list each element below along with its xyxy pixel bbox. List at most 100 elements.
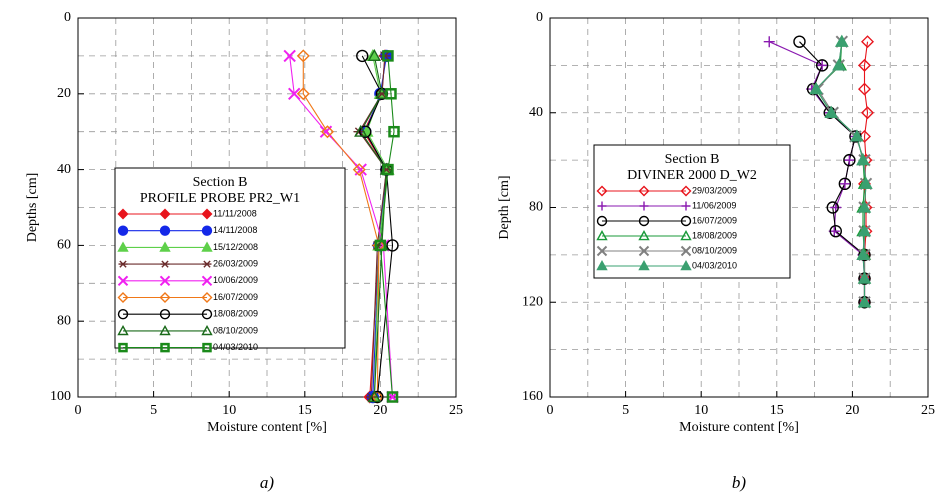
marker <box>858 82 871 96</box>
marker <box>850 129 864 142</box>
legend-label: 04/03/2010 <box>213 342 258 352</box>
x-tick-label: 0 <box>75 403 82 418</box>
marker <box>375 86 389 99</box>
marker <box>857 271 872 284</box>
legend-title: Section B <box>193 175 248 190</box>
marker <box>596 215 608 227</box>
y-tick-label: 100 <box>50 389 71 404</box>
legend-box <box>593 144 791 279</box>
marker <box>382 50 394 62</box>
marker <box>823 106 836 119</box>
marker <box>849 130 862 143</box>
marker <box>159 309 171 320</box>
y-axis-title: Depths [cm] <box>25 173 40 243</box>
marker <box>857 200 872 213</box>
plot-frame <box>77 17 457 398</box>
y-tick-label: 40 <box>529 105 543 120</box>
marker <box>681 201 691 211</box>
plot-frame <box>549 17 929 398</box>
y-tick-label: 120 <box>522 294 543 309</box>
series-line <box>361 55 394 398</box>
legend-label: 16/07/2009 <box>213 292 258 302</box>
marker <box>159 241 171 252</box>
marker <box>386 391 399 403</box>
y-tick-label: 0 <box>64 10 71 25</box>
series-line <box>816 41 867 303</box>
legend-label: 15/12/2008 <box>213 242 258 252</box>
marker <box>159 225 171 236</box>
marker <box>296 87 310 101</box>
marker <box>832 58 846 71</box>
marker <box>680 215 692 227</box>
marker <box>793 35 806 48</box>
marker <box>839 178 851 190</box>
marker <box>596 260 608 271</box>
marker <box>843 154 855 166</box>
x-tick-label: 0 <box>547 403 554 418</box>
legend-label: 16/07/2009 <box>692 215 737 225</box>
marker <box>857 295 872 308</box>
marker <box>597 201 607 211</box>
marker <box>680 230 692 241</box>
marker <box>201 225 213 236</box>
marker <box>367 48 382 61</box>
marker <box>367 390 382 403</box>
marker <box>382 163 394 176</box>
marker <box>160 342 170 353</box>
legend-label: 18/08/2009 <box>692 230 737 240</box>
legend-label: 10/06/2009 <box>213 275 258 285</box>
legend-label: 29/03/2009 <box>692 185 737 195</box>
marker <box>352 163 366 177</box>
marker <box>856 153 870 166</box>
marker <box>320 125 334 139</box>
marker <box>356 49 369 63</box>
legend-label: 04/03/2010 <box>692 260 737 270</box>
legend-label: 08/10/2009 <box>213 325 258 335</box>
marker <box>385 88 397 100</box>
legend-title: DIVINER 2000 D_W2 <box>627 168 757 183</box>
x-tick-label: 10 <box>694 403 708 418</box>
series-line <box>799 41 866 303</box>
legend-label: 18/08/2009 <box>213 309 258 319</box>
marker <box>763 36 775 48</box>
x-tick-label: 5 <box>622 403 629 418</box>
x-axis-title: Moisture content [%] <box>679 420 799 435</box>
marker <box>159 324 171 336</box>
x-tick-label: 10 <box>222 403 236 418</box>
marker <box>374 239 387 252</box>
marker <box>638 260 650 271</box>
marker <box>117 309 129 320</box>
marker <box>296 49 310 63</box>
marker <box>201 275 213 287</box>
marker <box>118 260 128 268</box>
caption: a) <box>260 473 275 492</box>
marker <box>354 124 368 137</box>
marker <box>118 342 128 353</box>
series-line <box>379 55 395 398</box>
marker <box>388 125 400 138</box>
marker <box>359 125 372 138</box>
marker <box>861 35 875 49</box>
y-tick-label: 0 <box>536 10 543 25</box>
marker <box>117 208 129 220</box>
marker <box>830 202 842 213</box>
marker <box>639 201 649 211</box>
marker <box>815 59 829 72</box>
y-tick-label: 160 <box>522 389 543 404</box>
marker <box>857 224 872 237</box>
marker <box>596 185 608 197</box>
x-tick-label: 15 <box>770 403 784 418</box>
legend-label: 08/10/2009 <box>692 245 737 255</box>
marker <box>159 208 171 220</box>
marker <box>638 215 650 227</box>
marker <box>201 324 213 336</box>
marker <box>826 201 839 214</box>
y-tick-label: 40 <box>57 162 71 177</box>
legend-box <box>114 167 346 349</box>
marker <box>117 241 129 252</box>
y-tick-label: 80 <box>529 200 543 215</box>
marker <box>202 342 212 353</box>
marker <box>117 292 129 303</box>
marker <box>160 260 170 268</box>
